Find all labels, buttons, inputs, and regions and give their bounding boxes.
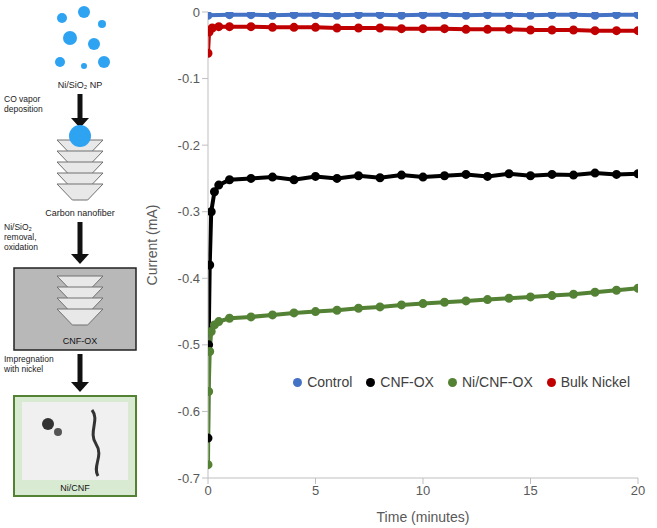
svg-text:deposition: deposition xyxy=(4,104,43,114)
svg-text:-0.7: -0.7 xyxy=(178,471,200,486)
svg-text:5: 5 xyxy=(312,483,319,498)
svg-text:-0.5: -0.5 xyxy=(178,337,200,352)
svg-text:-0.2: -0.2 xyxy=(178,138,200,153)
svg-text:0: 0 xyxy=(193,5,200,20)
svg-text:with nickel: with nickel xyxy=(3,364,43,374)
svg-text:20: 20 xyxy=(631,483,645,498)
html-text:Bulk Nickel: Bulk Nickel xyxy=(560,374,630,390)
svg-text:removal,: removal, xyxy=(4,232,37,242)
svg-text:10: 10 xyxy=(416,483,430,498)
svg-text:Ni/CNF: Ni/CNF xyxy=(60,483,90,493)
svg-text:-0.6: -0.6 xyxy=(178,404,200,419)
svg-text:-0.3: -0.3 xyxy=(178,204,200,219)
svg-text:Ni/SiO₂: Ni/SiO₂ xyxy=(4,222,32,232)
html-text:CNF-OX: CNF-OX xyxy=(380,374,434,390)
svg-text:Time (minutes): Time (minutes) xyxy=(377,509,470,525)
svg-text:0: 0 xyxy=(204,483,211,498)
svg-text:CO vapor: CO vapor xyxy=(4,94,41,104)
svg-text:oxidation: oxidation xyxy=(4,242,38,252)
html-text:Control: Control xyxy=(307,374,353,390)
svg-text:-0.4: -0.4 xyxy=(178,271,200,286)
svg-text:CNF-OX: CNF-OX xyxy=(63,336,98,346)
svg-text:Current (mA): Current (mA) xyxy=(144,205,160,286)
html-text:Ni/CNF-OX: Ni/CNF-OX xyxy=(462,374,533,390)
svg-text:15: 15 xyxy=(523,483,537,498)
svg-text:Ni/SiO₂ NP: Ni/SiO₂ NP xyxy=(58,80,103,90)
svg-text:Impregnation: Impregnation xyxy=(4,354,54,364)
svg-text:Carbon nanofiber: Carbon nanofiber xyxy=(45,208,115,218)
svg-text:-0.1: -0.1 xyxy=(178,71,200,86)
